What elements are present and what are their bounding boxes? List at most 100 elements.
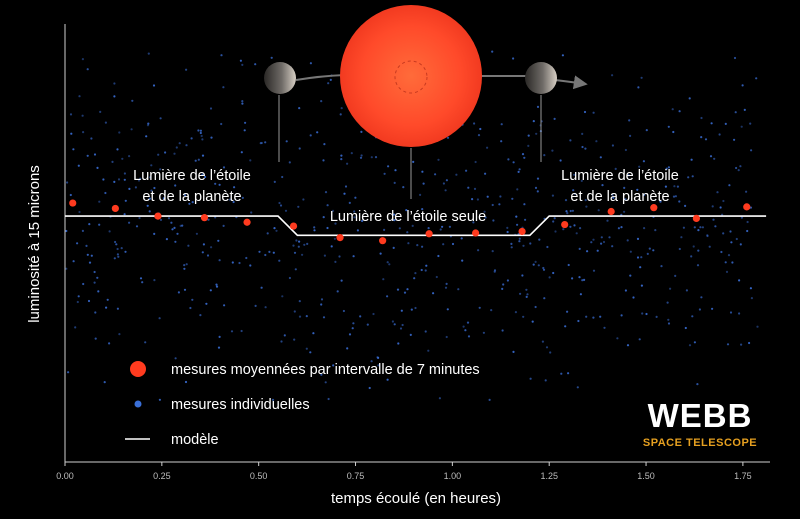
individual-point [339,113,342,116]
individual-point [340,279,343,282]
individual-point [333,237,336,240]
individual-point [746,229,749,233]
individual-point [145,135,148,138]
individual-point [552,220,555,223]
individual-point [254,63,257,66]
individual-point [200,134,203,138]
individual-point [682,226,686,229]
individual-point [445,282,448,285]
individual-point [298,240,301,243]
individual-point [499,195,502,198]
individual-point [490,309,493,312]
individual-point [562,228,565,231]
individual-point [241,196,244,199]
individual-point [406,288,409,291]
individual-point [502,283,505,286]
individual-point [711,205,714,208]
individual-point [569,209,572,213]
individual-point [750,297,754,300]
individual-point [157,153,160,156]
individual-point [713,157,716,160]
individual-point [636,256,640,259]
individual-point [309,351,312,354]
individual-point [78,95,81,98]
individual-point [118,333,121,336]
individual-point [714,225,717,228]
legend-marker-averaged [130,361,146,377]
individual-point [201,154,205,157]
individual-point [710,122,713,125]
individual-point [360,154,363,157]
averaged-point [650,204,658,212]
individual-point [81,58,84,61]
legend: mesures moyennées par intervalle de 7 mi… [125,361,480,448]
individual-point [222,224,225,227]
individual-point [210,246,213,249]
individual-point [603,326,606,329]
individual-point [285,140,288,143]
individual-point [460,237,463,240]
individual-point [523,203,526,206]
individual-point [414,272,417,275]
individual-point [740,216,744,219]
individual-point [372,312,375,316]
individual-point [444,189,447,192]
individual-point [201,251,204,254]
individual-point [638,338,641,341]
individual-point [654,229,657,232]
individual-point [292,244,295,247]
individual-point [755,77,758,80]
individual-point [264,253,267,257]
individual-point [327,397,330,401]
individual-point [231,261,234,264]
individual-point [638,165,641,168]
individual-point [740,343,743,346]
individual-point [420,268,423,272]
individual-point [576,386,579,389]
individual-point [116,148,119,151]
individual-point [230,330,234,333]
individual-point [693,226,696,229]
individual-point [386,378,389,381]
individual-point [471,198,474,201]
annotation-right-line1: Lumière de l’étoile [561,168,679,184]
individual-point [600,236,603,239]
individual-point [518,168,521,171]
individual-point [519,292,522,295]
individual-point [636,237,640,240]
individual-point [264,306,267,309]
individual-point [135,225,139,228]
individual-point [113,180,116,183]
annotation-left-line1: Lumière de l’étoile [133,168,251,184]
individual-point [202,243,205,246]
individual-point [82,282,85,286]
individual-point [266,232,269,235]
individual-point [685,289,689,292]
individual-point [750,149,753,152]
individual-point [94,311,97,314]
individual-point [243,129,246,132]
individual-point [270,56,273,59]
individual-point [739,165,742,168]
individual-point [98,223,101,226]
individual-point [86,253,89,256]
individual-point [288,161,291,164]
x-axis-label: temps écoulé (en heures) [331,490,501,507]
individual-point [124,250,127,253]
individual-point [716,191,719,194]
individual-point [351,327,354,330]
individual-point [624,198,627,201]
individual-point [106,298,109,301]
individual-point [295,239,298,242]
individual-point [137,179,141,182]
individual-point [370,360,373,363]
individual-point [215,285,219,288]
individual-point [522,244,525,247]
individual-point [709,155,713,158]
individual-point [359,315,362,318]
individual-point [260,141,263,145]
individual-point [518,237,521,240]
individual-point [354,196,357,199]
individual-point [322,216,325,219]
individual-point [595,140,598,143]
